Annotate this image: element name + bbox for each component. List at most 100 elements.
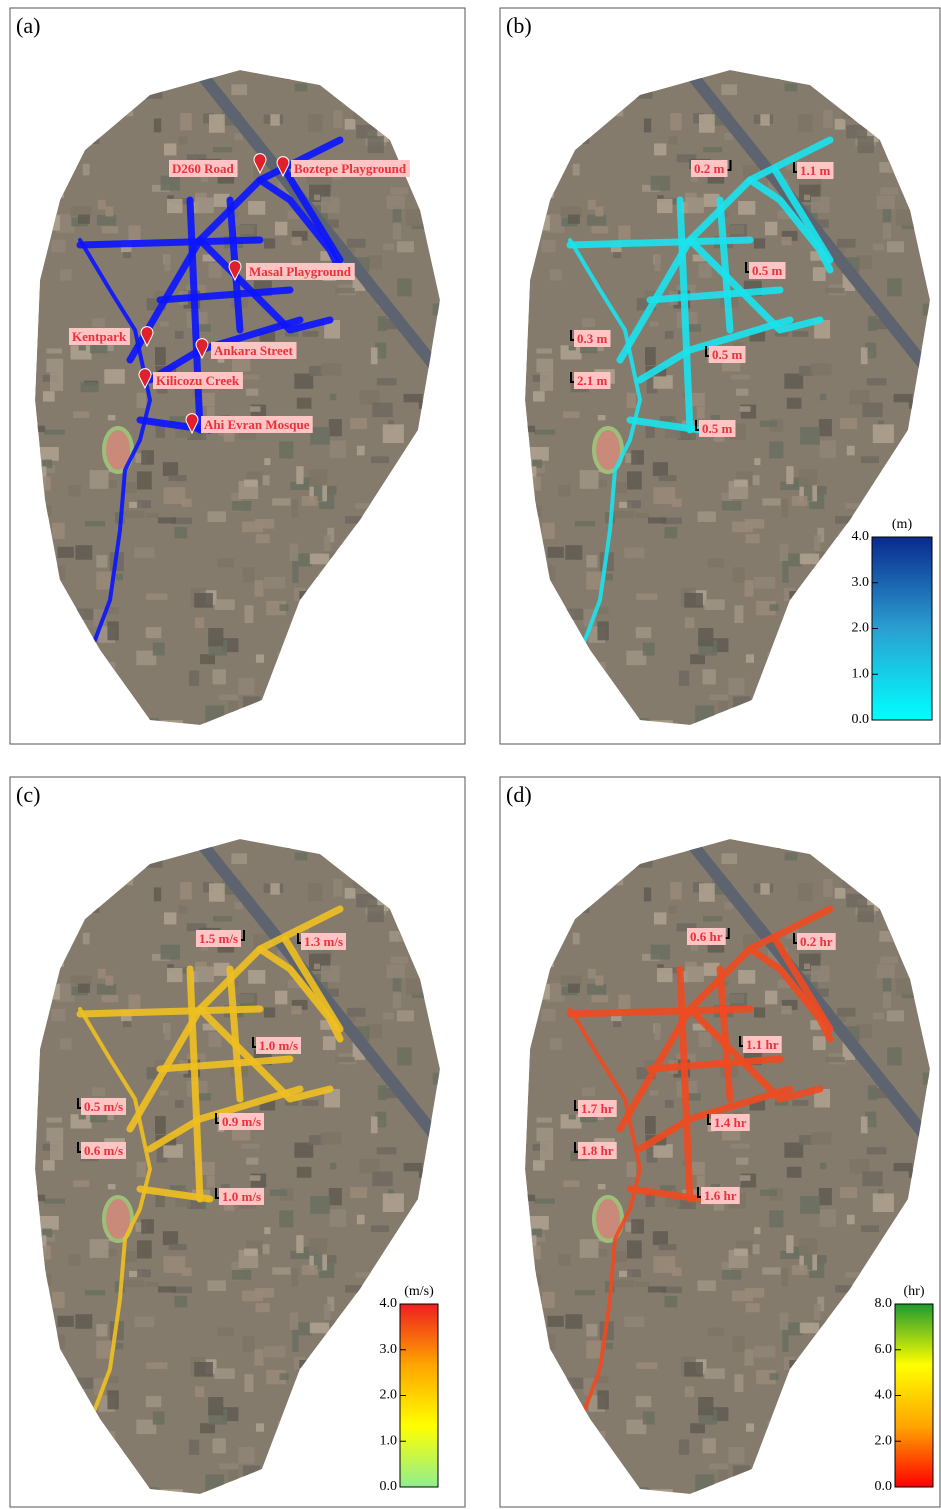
building: [654, 487, 676, 504]
building: [636, 1362, 657, 1368]
building: [297, 398, 312, 409]
building: [397, 1047, 411, 1065]
building: [96, 572, 110, 590]
building: [219, 1464, 238, 1470]
building: [214, 1368, 234, 1379]
building: [209, 883, 225, 901]
building: [688, 324, 701, 332]
building: [245, 1374, 254, 1392]
building: [536, 359, 553, 373]
building: [160, 322, 169, 327]
building: [137, 500, 151, 508]
building: [653, 1231, 668, 1245]
building: [636, 1396, 651, 1407]
building: [175, 1100, 184, 1108]
building: [606, 574, 613, 581]
building: [648, 1286, 666, 1292]
building: [209, 263, 222, 278]
building: [393, 991, 401, 1008]
colorbar-tick-label: 3.0: [852, 575, 870, 590]
building: [699, 114, 715, 132]
building: [195, 966, 214, 982]
building: [98, 200, 106, 210]
building: [164, 912, 176, 924]
building: [397, 241, 414, 252]
building: [101, 995, 118, 1002]
building: [569, 1114, 576, 1119]
value-label: 0.2 m: [694, 161, 725, 176]
building: [703, 1438, 716, 1453]
building: [335, 1057, 355, 1062]
building: [699, 263, 712, 278]
building: [78, 215, 90, 224]
building: [563, 1180, 579, 1187]
building: [371, 1116, 378, 1133]
building: [699, 1032, 712, 1047]
building: [811, 1132, 832, 1144]
colorbar-tick-label: 4.0: [875, 1388, 893, 1403]
building: [746, 534, 760, 543]
building: [861, 1225, 879, 1232]
building: [52, 1292, 65, 1308]
building: [811, 197, 830, 213]
building: [387, 195, 405, 209]
building: [134, 1317, 154, 1328]
building: [96, 1324, 107, 1336]
building: [792, 1100, 808, 1106]
building: [728, 1447, 744, 1464]
building: [813, 1036, 826, 1050]
building: [861, 347, 868, 364]
building: [47, 1117, 62, 1122]
building: [627, 1269, 641, 1277]
building: [302, 1265, 318, 1275]
building: [309, 469, 327, 485]
value-label: 1.0 m/s: [222, 1189, 261, 1204]
building: [530, 1216, 549, 1230]
building: [835, 888, 846, 899]
building: [697, 1176, 705, 1188]
building: [754, 577, 775, 589]
building: [724, 133, 732, 140]
building: [880, 956, 898, 963]
building: [754, 1346, 775, 1358]
building: [85, 521, 105, 527]
building: [105, 976, 113, 986]
building: [769, 1373, 778, 1380]
building: [780, 544, 789, 561]
building: [835, 119, 846, 130]
building: [591, 226, 608, 233]
building: [330, 1209, 346, 1227]
building: [347, 1008, 366, 1017]
building: [309, 1238, 327, 1254]
building: [310, 427, 330, 445]
building: [347, 239, 366, 248]
building: [248, 201, 265, 215]
building: [345, 119, 356, 130]
building: [648, 517, 666, 523]
building: [894, 1163, 913, 1171]
building: [558, 1254, 570, 1265]
building: [393, 222, 401, 239]
building: [146, 1282, 159, 1287]
building: [321, 966, 340, 982]
building: [540, 1141, 553, 1160]
building: [146, 1362, 167, 1368]
building: [814, 535, 821, 551]
building: [264, 238, 275, 248]
building: [333, 110, 342, 128]
building: [769, 604, 778, 611]
building: [651, 176, 671, 191]
building: [753, 475, 760, 485]
building: [164, 1256, 186, 1273]
building: [740, 1175, 751, 1181]
building: [292, 566, 298, 583]
building: [165, 1024, 171, 1040]
building: [310, 1196, 330, 1214]
value-label: 0.5 m: [752, 263, 783, 278]
building: [668, 136, 677, 144]
value-label: 0.5 m: [712, 347, 743, 362]
building: [154, 118, 161, 132]
building: [627, 471, 642, 489]
building: [533, 1160, 545, 1170]
building: [873, 244, 884, 251]
